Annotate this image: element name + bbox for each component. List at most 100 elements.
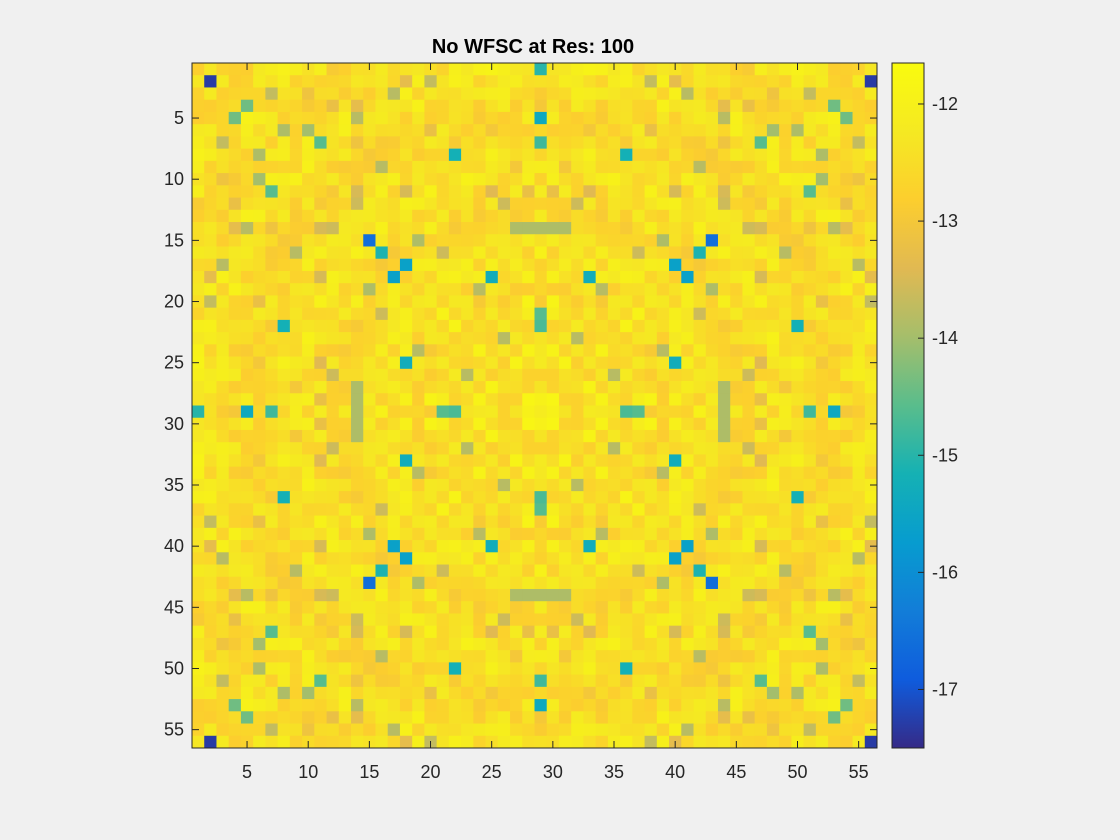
heatmap-cell bbox=[546, 307, 560, 321]
heatmap-cell bbox=[595, 429, 609, 443]
heatmap-cell bbox=[681, 540, 694, 553]
heatmap-cell bbox=[766, 723, 780, 737]
heatmap-cell bbox=[485, 662, 499, 676]
heatmap-cell bbox=[277, 295, 291, 309]
heatmap-cell bbox=[448, 246, 462, 260]
heatmap-cell bbox=[583, 650, 597, 663]
heatmap-cell bbox=[705, 699, 719, 712]
heatmap-cell bbox=[387, 588, 401, 602]
heatmap-cell bbox=[620, 234, 633, 247]
heatmap-cell bbox=[840, 148, 853, 162]
heatmap-cell bbox=[632, 466, 645, 480]
heatmap-cell bbox=[607, 454, 621, 468]
heatmap-cell bbox=[461, 222, 474, 235]
heatmap-cell bbox=[681, 527, 694, 541]
heatmap-cell bbox=[277, 99, 291, 113]
heatmap-cell bbox=[828, 564, 841, 578]
heatmap-cell bbox=[424, 136, 438, 150]
heatmap-cell bbox=[228, 478, 242, 492]
heatmap-cell bbox=[656, 478, 670, 492]
heatmap-cell bbox=[522, 515, 535, 529]
heatmap-cell bbox=[448, 429, 462, 443]
heatmap-cell bbox=[730, 466, 743, 480]
heatmap-cell bbox=[375, 209, 389, 223]
heatmap-cell bbox=[326, 735, 340, 749]
heatmap-cell bbox=[742, 637, 756, 651]
heatmap-cell bbox=[595, 576, 609, 590]
heatmap-cell bbox=[803, 625, 817, 639]
heatmap-cell bbox=[351, 344, 364, 357]
heatmap-cell bbox=[754, 637, 768, 651]
heatmap-cell bbox=[730, 185, 743, 198]
heatmap-cell bbox=[461, 87, 474, 101]
heatmap-cell bbox=[326, 87, 340, 101]
heatmap-cell bbox=[338, 417, 352, 431]
heatmap-cell bbox=[216, 699, 230, 712]
heatmap-cell bbox=[669, 417, 682, 431]
heatmap-cell bbox=[240, 429, 254, 443]
heatmap-cell bbox=[620, 515, 633, 529]
heatmap-cell bbox=[473, 699, 486, 712]
heatmap-cell bbox=[717, 662, 731, 676]
heatmap-cell bbox=[522, 148, 535, 162]
heatmap-cell bbox=[644, 234, 658, 247]
heatmap-cell bbox=[522, 637, 535, 651]
heatmap-cell bbox=[510, 588, 523, 602]
heatmap-cell bbox=[620, 576, 633, 590]
heatmap-cell bbox=[534, 295, 548, 309]
heatmap-cell bbox=[448, 197, 462, 211]
heatmap-cell bbox=[412, 222, 425, 235]
heatmap-cell bbox=[766, 111, 780, 125]
heatmap-cell bbox=[705, 515, 719, 529]
heatmap-cell bbox=[436, 332, 450, 345]
heatmap-cell bbox=[717, 136, 731, 150]
heatmap-cell bbox=[387, 491, 401, 504]
heatmap-cell bbox=[828, 674, 841, 688]
heatmap-cell bbox=[338, 686, 352, 700]
heatmap-cell bbox=[669, 173, 682, 186]
heatmap-cell bbox=[546, 466, 560, 480]
heatmap-cell bbox=[840, 588, 853, 602]
heatmap-cell bbox=[779, 197, 792, 211]
heatmap-cell bbox=[204, 332, 217, 345]
heatmap-cell bbox=[779, 466, 792, 480]
heatmap-cell bbox=[240, 332, 254, 345]
heatmap-cell bbox=[693, 319, 707, 333]
heatmap-cell bbox=[314, 99, 327, 113]
heatmap-cell bbox=[779, 405, 792, 419]
heatmap-cell bbox=[571, 442, 584, 455]
heatmap-cell bbox=[791, 209, 805, 223]
heatmap-cell bbox=[510, 393, 523, 406]
heatmap-cell bbox=[681, 454, 694, 468]
heatmap-cell bbox=[583, 356, 597, 370]
heatmap-cell bbox=[448, 270, 462, 284]
heatmap-cell bbox=[754, 491, 768, 504]
heatmap-cell bbox=[632, 319, 645, 333]
heatmap-cell bbox=[461, 75, 474, 88]
heatmap-cell bbox=[497, 381, 511, 394]
heatmap-cell bbox=[387, 270, 401, 284]
heatmap-cell bbox=[387, 564, 401, 578]
heatmap-cell bbox=[644, 368, 658, 382]
heatmap-cell bbox=[620, 87, 633, 101]
heatmap-cell bbox=[497, 478, 511, 492]
heatmap-cell bbox=[436, 552, 450, 565]
heatmap-cell bbox=[779, 601, 792, 614]
heatmap-cell bbox=[326, 527, 340, 541]
heatmap-cell bbox=[815, 588, 829, 602]
heatmap-cell bbox=[607, 148, 621, 162]
heatmap-cell bbox=[497, 185, 511, 198]
heatmap-cell bbox=[216, 197, 230, 211]
heatmap-cell bbox=[754, 393, 768, 406]
heatmap-cell bbox=[864, 588, 878, 602]
heatmap-cell bbox=[571, 650, 584, 663]
heatmap-cell bbox=[546, 576, 560, 590]
heatmap-cell bbox=[461, 405, 474, 419]
heatmap-cell bbox=[448, 75, 462, 88]
heatmap-cell bbox=[277, 381, 291, 394]
heatmap-cell bbox=[473, 405, 486, 419]
heatmap-cell bbox=[277, 393, 291, 406]
heatmap-cell bbox=[363, 601, 376, 614]
